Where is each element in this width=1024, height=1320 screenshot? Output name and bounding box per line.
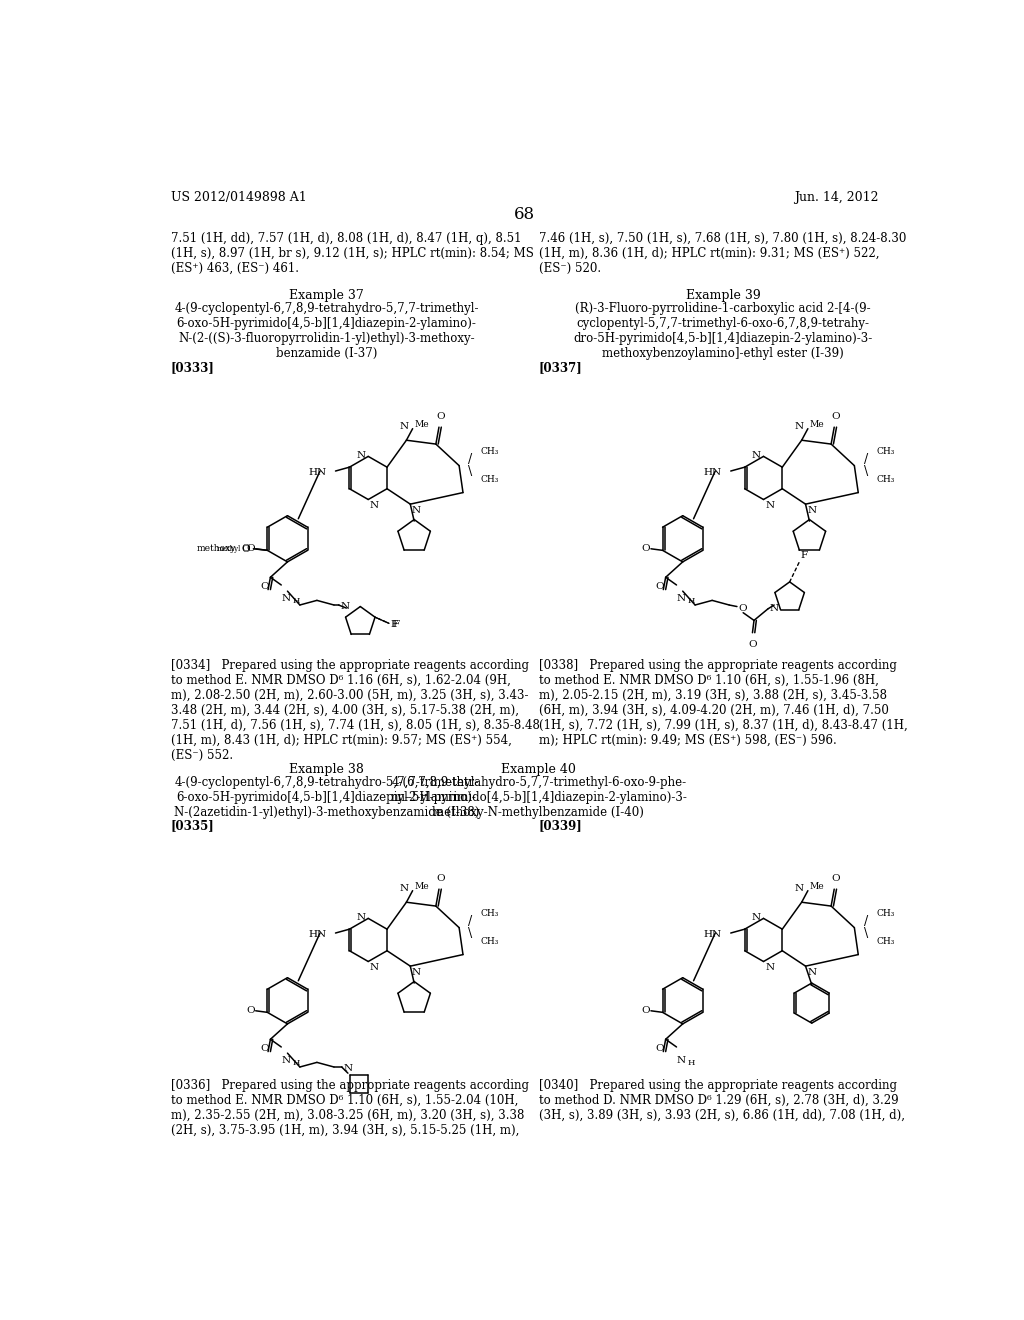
Text: N: N bbox=[370, 964, 379, 972]
Text: HN: HN bbox=[703, 931, 722, 939]
Text: Jun. 14, 2012: Jun. 14, 2012 bbox=[795, 190, 879, 203]
Text: N: N bbox=[340, 602, 349, 611]
Text: HN: HN bbox=[308, 469, 327, 477]
Text: O: O bbox=[436, 874, 444, 883]
Text: N: N bbox=[412, 968, 421, 977]
Text: H: H bbox=[292, 1059, 299, 1068]
Text: CH₃: CH₃ bbox=[481, 937, 499, 946]
Text: N: N bbox=[370, 502, 379, 510]
Text: \: \ bbox=[468, 465, 473, 478]
Text: N: N bbox=[752, 913, 761, 923]
Text: O: O bbox=[247, 1006, 255, 1015]
Text: O: O bbox=[260, 1044, 268, 1053]
Text: [0340]   Prepared using the appropriate reagents according
to method D. NMR DMSO: [0340] Prepared using the appropriate re… bbox=[539, 1078, 905, 1122]
Text: H: H bbox=[292, 597, 299, 606]
Text: N: N bbox=[282, 1056, 291, 1065]
Text: CH₃: CH₃ bbox=[877, 909, 894, 919]
Text: \: \ bbox=[468, 927, 473, 940]
Text: Me: Me bbox=[809, 420, 824, 429]
Text: Example 39: Example 39 bbox=[686, 289, 761, 302]
Text: Me: Me bbox=[809, 882, 824, 891]
Text: N: N bbox=[677, 1056, 686, 1065]
Text: O: O bbox=[242, 544, 250, 553]
Text: [0339]: [0339] bbox=[539, 818, 583, 832]
Text: Example 37: Example 37 bbox=[289, 289, 364, 302]
Text: O: O bbox=[831, 874, 840, 883]
Text: CH₃: CH₃ bbox=[877, 475, 894, 484]
Text: 68: 68 bbox=[514, 206, 536, 223]
Text: N: N bbox=[795, 422, 804, 430]
Text: [0335]: [0335] bbox=[171, 818, 214, 832]
Text: Me: Me bbox=[414, 882, 429, 891]
Text: \: \ bbox=[863, 927, 868, 940]
Text: N: N bbox=[356, 913, 366, 923]
Text: N: N bbox=[765, 964, 774, 972]
Text: O: O bbox=[436, 412, 444, 421]
Text: O: O bbox=[642, 544, 650, 553]
Text: O: O bbox=[642, 1006, 650, 1015]
Text: CH₃: CH₃ bbox=[481, 475, 499, 484]
Text: N: N bbox=[282, 594, 291, 603]
Text: N: N bbox=[807, 968, 816, 977]
Text: N: N bbox=[412, 506, 421, 515]
Text: N: N bbox=[765, 502, 774, 510]
Text: (R)-3-Fluoro-pyrrolidine-1-carboxylic acid 2-[4-(9-
cyclopentyl-5,7,7-trimethyl-: (R)-3-Fluoro-pyrrolidine-1-carboxylic ac… bbox=[573, 302, 872, 360]
Text: N: N bbox=[769, 605, 778, 614]
Text: O: O bbox=[749, 640, 757, 649]
Text: F: F bbox=[801, 550, 808, 560]
Text: O: O bbox=[738, 603, 748, 612]
Text: [0337]: [0337] bbox=[539, 360, 583, 374]
Text: CH₃: CH₃ bbox=[877, 937, 894, 946]
Text: [0334]   Prepared using the appropriate reagents according
to method E. NMR DMSO: [0334] Prepared using the appropriate re… bbox=[171, 659, 540, 762]
Text: N: N bbox=[399, 884, 409, 892]
Text: N: N bbox=[399, 422, 409, 430]
Text: F: F bbox=[392, 620, 399, 630]
Text: N: N bbox=[343, 1064, 352, 1073]
Text: /: / bbox=[468, 453, 473, 466]
Text: O: O bbox=[242, 545, 250, 554]
Text: H: H bbox=[687, 597, 694, 606]
Text: 4-(9-cyclopentyl-6,7,8,9-tetrahydro-5,7,7-trimethyl-
6-oxo-5H-pyrimido[4,5-b][1,: 4-(9-cyclopentyl-6,7,8,9-tetrahydro-5,7,… bbox=[174, 302, 478, 360]
Text: O: O bbox=[260, 582, 268, 591]
Text: O: O bbox=[655, 1044, 664, 1053]
Text: 4-(9-cyclopentyl-6,7,8,9-tetrahydro-5,7,7-trimethyl-
6-oxo-5H-pyrimido[4,5-b][1,: 4-(9-cyclopentyl-6,7,8,9-tetrahydro-5,7,… bbox=[174, 776, 479, 818]
Text: N: N bbox=[752, 451, 761, 461]
Text: H: H bbox=[687, 1059, 694, 1068]
Text: O: O bbox=[655, 582, 664, 591]
Text: CH₃: CH₃ bbox=[481, 447, 499, 457]
Text: CH₃: CH₃ bbox=[877, 447, 894, 457]
Text: Example 40: Example 40 bbox=[502, 763, 577, 776]
Text: O: O bbox=[831, 412, 840, 421]
Text: [0336]   Prepared using the appropriate reagents according
to method E. NMR DMSO: [0336] Prepared using the appropriate re… bbox=[171, 1078, 528, 1137]
Text: N: N bbox=[356, 451, 366, 461]
Text: methoxy: methoxy bbox=[197, 544, 237, 553]
Text: N: N bbox=[795, 884, 804, 892]
Text: O: O bbox=[247, 544, 255, 553]
Text: N: N bbox=[677, 594, 686, 603]
Text: 7.51 (1H, dd), 7.57 (1H, d), 8.08 (1H, d), 8.47 (1H, q), 8.51
(1H, s), 8.97 (1H,: 7.51 (1H, dd), 7.57 (1H, d), 8.08 (1H, d… bbox=[171, 231, 534, 275]
Text: /: / bbox=[863, 915, 868, 928]
Text: 7.46 (1H, s), 7.50 (1H, s), 7.68 (1H, s), 7.80 (1H, s), 8.24-8.30
(1H, m), 8.36 : 7.46 (1H, s), 7.50 (1H, s), 7.68 (1H, s)… bbox=[539, 231, 906, 275]
Text: /: / bbox=[863, 453, 868, 466]
Text: CH₃: CH₃ bbox=[481, 909, 499, 919]
Text: Example 38: Example 38 bbox=[289, 763, 364, 776]
Text: F: F bbox=[390, 620, 397, 630]
Text: N: N bbox=[807, 506, 816, 515]
Text: \: \ bbox=[863, 465, 868, 478]
Text: HN: HN bbox=[703, 469, 722, 477]
Text: methyl: methyl bbox=[217, 545, 241, 553]
Text: HN: HN bbox=[308, 931, 327, 939]
Text: US 2012/0149898 A1: US 2012/0149898 A1 bbox=[171, 190, 306, 203]
Text: [0333]: [0333] bbox=[171, 360, 214, 374]
Text: [0338]   Prepared using the appropriate reagents according
to method E. NMR DMSO: [0338] Prepared using the appropriate re… bbox=[539, 659, 907, 747]
Text: /: / bbox=[468, 915, 473, 928]
Text: 4-(6,7,8,9-tetrahydro-5,7,7-trimethyl-6-oxo-9-phe-
nyl-5H-pyrimido[4,5-b][1,4]di: 4-(6,7,8,9-tetrahydro-5,7,7-trimethyl-6-… bbox=[390, 776, 687, 818]
Text: Me: Me bbox=[414, 420, 429, 429]
